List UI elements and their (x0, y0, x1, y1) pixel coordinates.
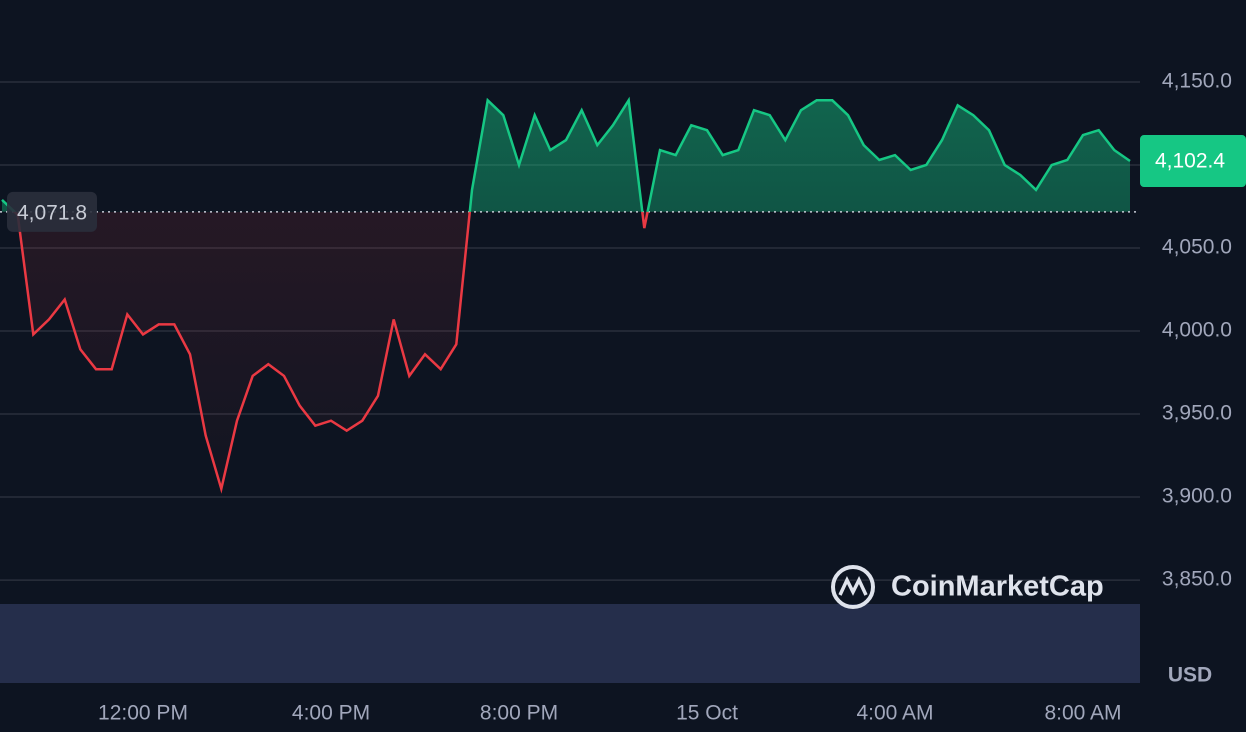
y-tick-label: 3,900.0 (1162, 485, 1232, 508)
currency-label: USD (1168, 664, 1212, 687)
x-tick-label: 8:00 AM (1044, 702, 1121, 725)
x-tick-label: 8:00 PM (480, 702, 558, 725)
y-tick-label: 4,000.0 (1162, 319, 1232, 342)
area-down (2, 211, 1130, 489)
watermark: CoinMarketCap (831, 565, 1104, 609)
last-price-tag (1140, 135, 1246, 188)
y-tick-label: 3,950.0 (1162, 402, 1232, 425)
price-line-up (1, 96, 1131, 212)
area-up (2, 100, 1130, 212)
y-tick-label: 4,050.0 (1162, 236, 1232, 259)
watermark-logo (831, 565, 875, 609)
y-tick-label: 3,850.0 (1162, 568, 1232, 591)
baseline-label: 4,071.8 (17, 201, 87, 224)
watermark-logo-m (838, 575, 868, 596)
price-line-down (12, 211, 649, 494)
baseline-label-bg (7, 191, 97, 232)
x-tick-label: 15 Oct (676, 702, 738, 725)
x-tick-label: 4:00 AM (856, 702, 933, 725)
y-tick-label: 4,150.0 (1162, 70, 1232, 93)
volume-band (0, 604, 1140, 683)
x-tick-label: 12:00 PM (98, 702, 188, 725)
x-tick-label: 4:00 PM (292, 702, 370, 725)
last-price-label: 4,102.4 (1155, 150, 1225, 173)
watermark-text: CoinMarketCap (891, 571, 1104, 603)
